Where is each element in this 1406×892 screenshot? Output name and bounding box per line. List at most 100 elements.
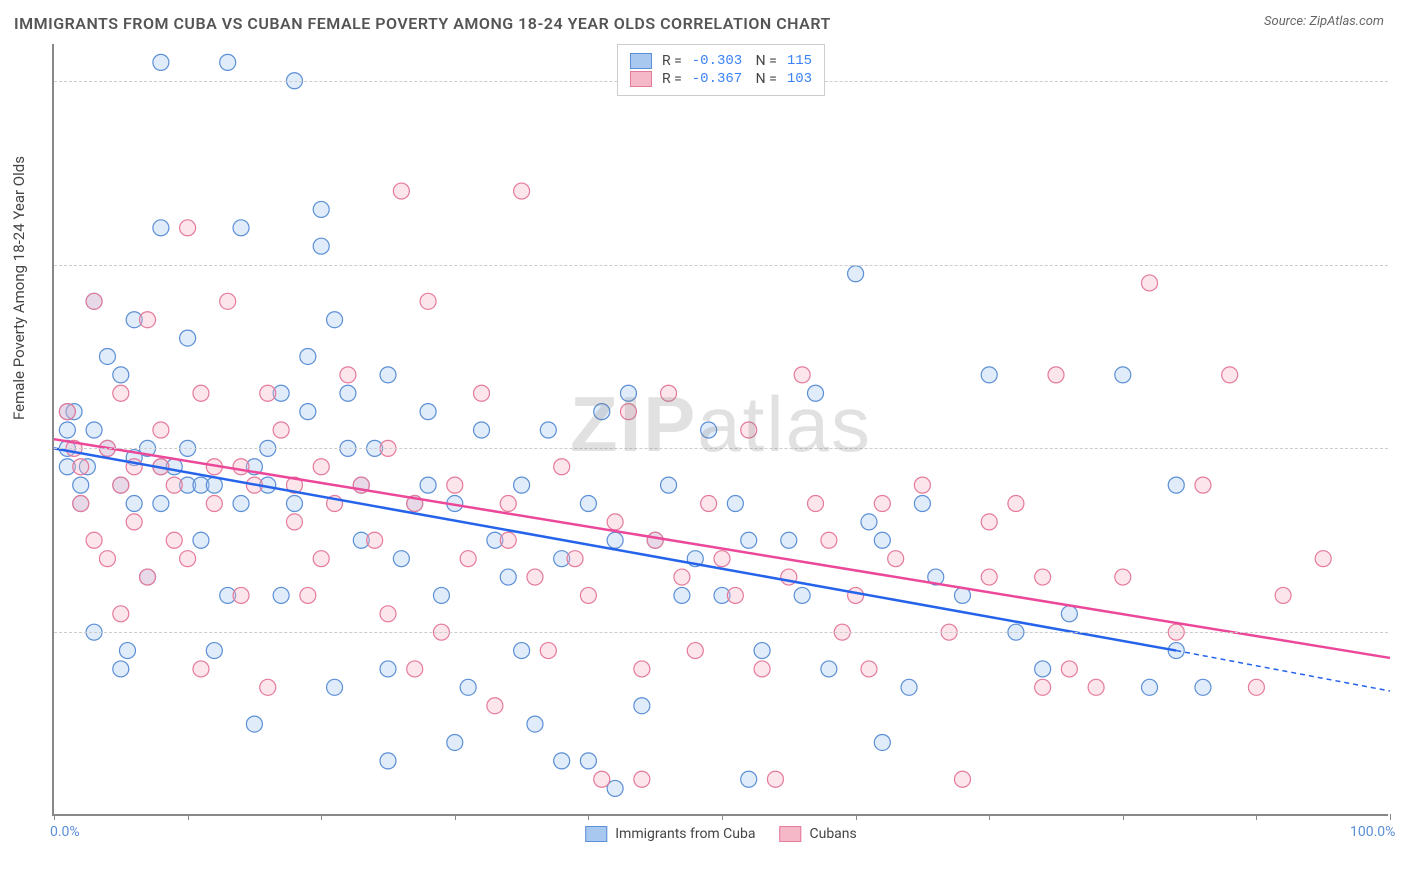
scatter-point [540,422,556,438]
scatter-point [447,734,463,750]
scatter-point [741,771,757,787]
scatter-point [233,220,249,236]
scatter-point [620,404,636,420]
scatter-point [286,514,302,530]
scatter-point [848,587,864,603]
scatter-point [193,385,209,401]
scatter-point [113,477,129,493]
legend-label-1: Cubans [809,826,856,842]
gridline [54,448,1388,449]
x-tick [1256,814,1257,820]
scatter-point [634,661,650,677]
source-attribution: Source: ZipAtlas.com [1264,14,1384,29]
scatter-point [180,551,196,567]
scatter-point [741,532,757,548]
scatter-point [874,734,890,750]
scatter-point [233,587,249,603]
scatter-point [460,679,476,695]
scatter-point [1035,679,1051,695]
x-tick [321,814,322,820]
scatter-point [514,183,530,199]
x-tick [722,814,723,820]
scatter-point [99,551,115,567]
scatter-point [73,496,89,512]
scatter-point [86,293,102,309]
scatter-point [861,661,877,677]
scatter-point [233,459,249,475]
scatter-point [674,587,690,603]
scatter-point [981,367,997,383]
scatter-point [113,606,129,622]
scatter-point [794,367,810,383]
x-tick [1390,814,1391,820]
scatter-point [327,679,343,695]
scatter-point [380,606,396,622]
scatter-point [180,220,196,236]
scatter-point [554,753,570,769]
scatter-point [420,477,436,493]
scatter-point [300,348,316,364]
n-label: N = [752,71,777,87]
scatter-point [153,422,169,438]
scatter-point [634,698,650,714]
scatter-point [73,459,89,475]
scatter-point [727,496,743,512]
scatter-point [380,661,396,677]
scatter-point [594,771,610,787]
scatter-point [140,569,156,585]
scatter-point [674,569,690,585]
correlation-legend: R = -0.303 N = 115 R = -0.367 N = 103 [617,44,825,96]
scatter-point [99,348,115,364]
scatter-point [661,385,677,401]
scatter-point [86,422,102,438]
scatter-point [220,54,236,70]
scatter-point [113,661,129,677]
legend-swatch-0 [585,826,607,842]
scatter-point [420,293,436,309]
scatter-point [1222,367,1238,383]
scatter-point [607,532,623,548]
chart-title: IMMIGRANTS FROM CUBA VS CUBAN FEMALE POV… [14,14,831,33]
scatter-point [487,698,503,714]
scatter-point [1088,679,1104,695]
scatter-point [808,496,824,512]
legend-item-1: Cubans [779,826,856,842]
scatter-point [727,587,743,603]
scatter-point [380,753,396,769]
scatter-point [260,679,276,695]
x-tick [54,814,55,820]
x-tick [856,814,857,820]
scatter-point [1035,661,1051,677]
scatter-point [754,643,770,659]
scatter-point [567,551,583,567]
scatter-point [407,661,423,677]
scatter-point [1142,679,1158,695]
chart-container: IMMIGRANTS FROM CUBA VS CUBAN FEMALE POV… [0,0,1406,892]
scatter-point [193,532,209,548]
x-tick [455,814,456,820]
y-axis-label: Female Poverty Among 18-24 Year Olds [10,156,28,420]
scatter-point [260,385,276,401]
scatter-point [313,238,329,254]
scatter-point [286,496,302,512]
scatter-point [580,753,596,769]
legend-swatch-1 [779,826,801,842]
scatter-point [821,532,837,548]
scatter-point [1048,367,1064,383]
scatter-point [420,404,436,420]
scatter-point [113,367,129,383]
scatter-point [367,532,383,548]
scatter-point [273,422,289,438]
scatter-point [714,551,730,567]
r-label: R = [662,71,682,87]
scatter-point [433,587,449,603]
scatter-point [1195,679,1211,695]
scatter-point [687,643,703,659]
scatter-point [500,496,516,512]
scatter-point [580,496,596,512]
scatter-point [340,385,356,401]
legend-row-series-1: R = -0.367 N = 103 [630,71,812,87]
scatter-point [1142,275,1158,291]
scatter-point [888,551,904,567]
scatter-point [193,661,209,677]
